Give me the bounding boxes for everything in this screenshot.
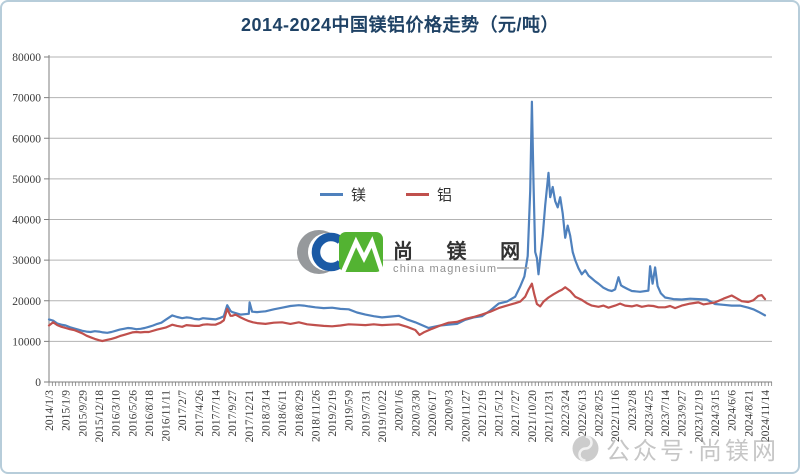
x-tick-label: 2023/12/19: [693, 390, 705, 443]
aluminum-price-line: [47, 282, 767, 343]
x-tick-label: 2016/8/18: [144, 390, 156, 437]
x-tick-label: 2020/9/3: [444, 390, 456, 431]
x-tick-label: 2024/11/14: [760, 390, 772, 442]
logo-m-mountain-icon: [340, 236, 385, 273]
y-tick-label: 40000: [12, 215, 41, 227]
x-tick-label: 2023/2/8: [627, 390, 639, 431]
x-tick-label: 2017/4/26: [194, 390, 206, 437]
x-tick-label: 2021/12/31: [544, 390, 556, 443]
y-tick-label: 70000: [12, 93, 41, 105]
x-tick-label: 2018/6/11: [277, 390, 289, 436]
legend-label-aluminum: 铝: [437, 188, 453, 204]
x-axis-labels: 2014/1/3 2015/1/9 2015/9/29 2015/12/18 2016/…: [44, 390, 772, 443]
x-tick-label: 2022/8/25: [593, 390, 605, 437]
china-magnesium-logo: 尚 镁 网 china magnesium: [297, 230, 534, 275]
logo-c-icon: [311, 232, 344, 272]
x-tick-label: 2022/3/24: [560, 390, 572, 437]
x-tick-label: 2018/11/26: [310, 390, 322, 442]
x-tick-label: 2017/12/21: [244, 390, 256, 443]
x-tick-label: 2016/11/11: [161, 390, 173, 442]
legend-item-magnesium: 镁: [320, 184, 366, 205]
x-tick-label: 2023/7/14: [660, 390, 672, 437]
x-tick-label: 2023/4/25: [643, 390, 655, 437]
logo-brand-cn: 尚 镁 网: [393, 239, 534, 263]
y-tick-label: 80000: [12, 52, 41, 64]
x-tick-label: 2016/3/10: [111, 390, 123, 437]
aluminum-line-swatch: [406, 193, 430, 196]
x-tick-label: 2024/6/6: [727, 390, 739, 431]
x-tick-label: 2019/5/9: [344, 390, 356, 431]
x-tick-label: 2020/3/30: [410, 390, 422, 437]
chart-legend: 镁 铝: [320, 184, 452, 205]
x-axis-minor-ticks: [48, 382, 773, 386]
y-tick-label: 0: [35, 377, 41, 389]
y-tick-label: 30000: [12, 255, 41, 267]
x-tick-label: 2024/8/21: [743, 390, 755, 437]
x-tick-label: 2017/2/7: [177, 390, 189, 431]
x-tick-label: 2015/12/18: [94, 390, 106, 443]
y-tick-label: 20000: [12, 296, 41, 308]
legend-label-magnesium: 镁: [351, 188, 367, 204]
grid-lines: [49, 56, 772, 342]
x-tick-label: 2017/9/27: [227, 390, 239, 437]
magnesium-line-swatch: [320, 193, 343, 196]
y-tick-label: 60000: [12, 133, 41, 145]
x-tick-label: 2022/6/13: [577, 390, 589, 437]
x-tick-label: 2021/2/19: [477, 390, 489, 437]
chart-title: 2014-2024中国镁铝价格走势（元/吨）: [240, 15, 560, 35]
y-tick-label: 50000: [12, 174, 41, 186]
x-tick-label: 2020/1/6: [394, 390, 406, 431]
x-tick-label: 2021/10/20: [527, 390, 539, 443]
x-tick-label: 2018/8/29: [294, 390, 306, 437]
y-tick-label: 10000: [12, 336, 41, 348]
x-tick-label: 2015/9/29: [77, 390, 89, 437]
x-tick-label: 2021/5/12: [494, 390, 506, 437]
logo-brand-en: china magnesium: [393, 263, 497, 275]
x-tick-label: 2020/6/17: [427, 390, 439, 437]
x-tick-label: 2017/7/14: [211, 390, 223, 437]
y-axis-labels: 0 10000 20000 30000 40000 50000 60000 70000 8000…: [12, 52, 49, 389]
axes: [48, 55, 772, 383]
x-tick-label: 2023/9/27: [677, 390, 689, 437]
x-tick-label: 2018/3/14: [260, 390, 272, 437]
x-tick-label: 2021/7/27: [510, 390, 522, 437]
x-tick-label: 2019/7/31: [360, 390, 372, 437]
magnesium-price-line: [47, 100, 767, 334]
x-tick-label: 2020/11/27: [460, 390, 472, 442]
x-tick-label: 2022/11/16: [610, 390, 622, 442]
x-tick-label: 2016/5/26: [127, 390, 139, 437]
x-tick-label: 2024/3/15: [710, 390, 722, 437]
x-tick-label: 2014/1/3: [44, 390, 56, 431]
x-tick-label: 2015/1/9: [61, 390, 73, 431]
x-tick-label: 2019/10/22: [377, 390, 389, 443]
x-tick-label: 2019/2/19: [327, 390, 339, 437]
legend-item-aluminum: 铝: [406, 184, 452, 205]
